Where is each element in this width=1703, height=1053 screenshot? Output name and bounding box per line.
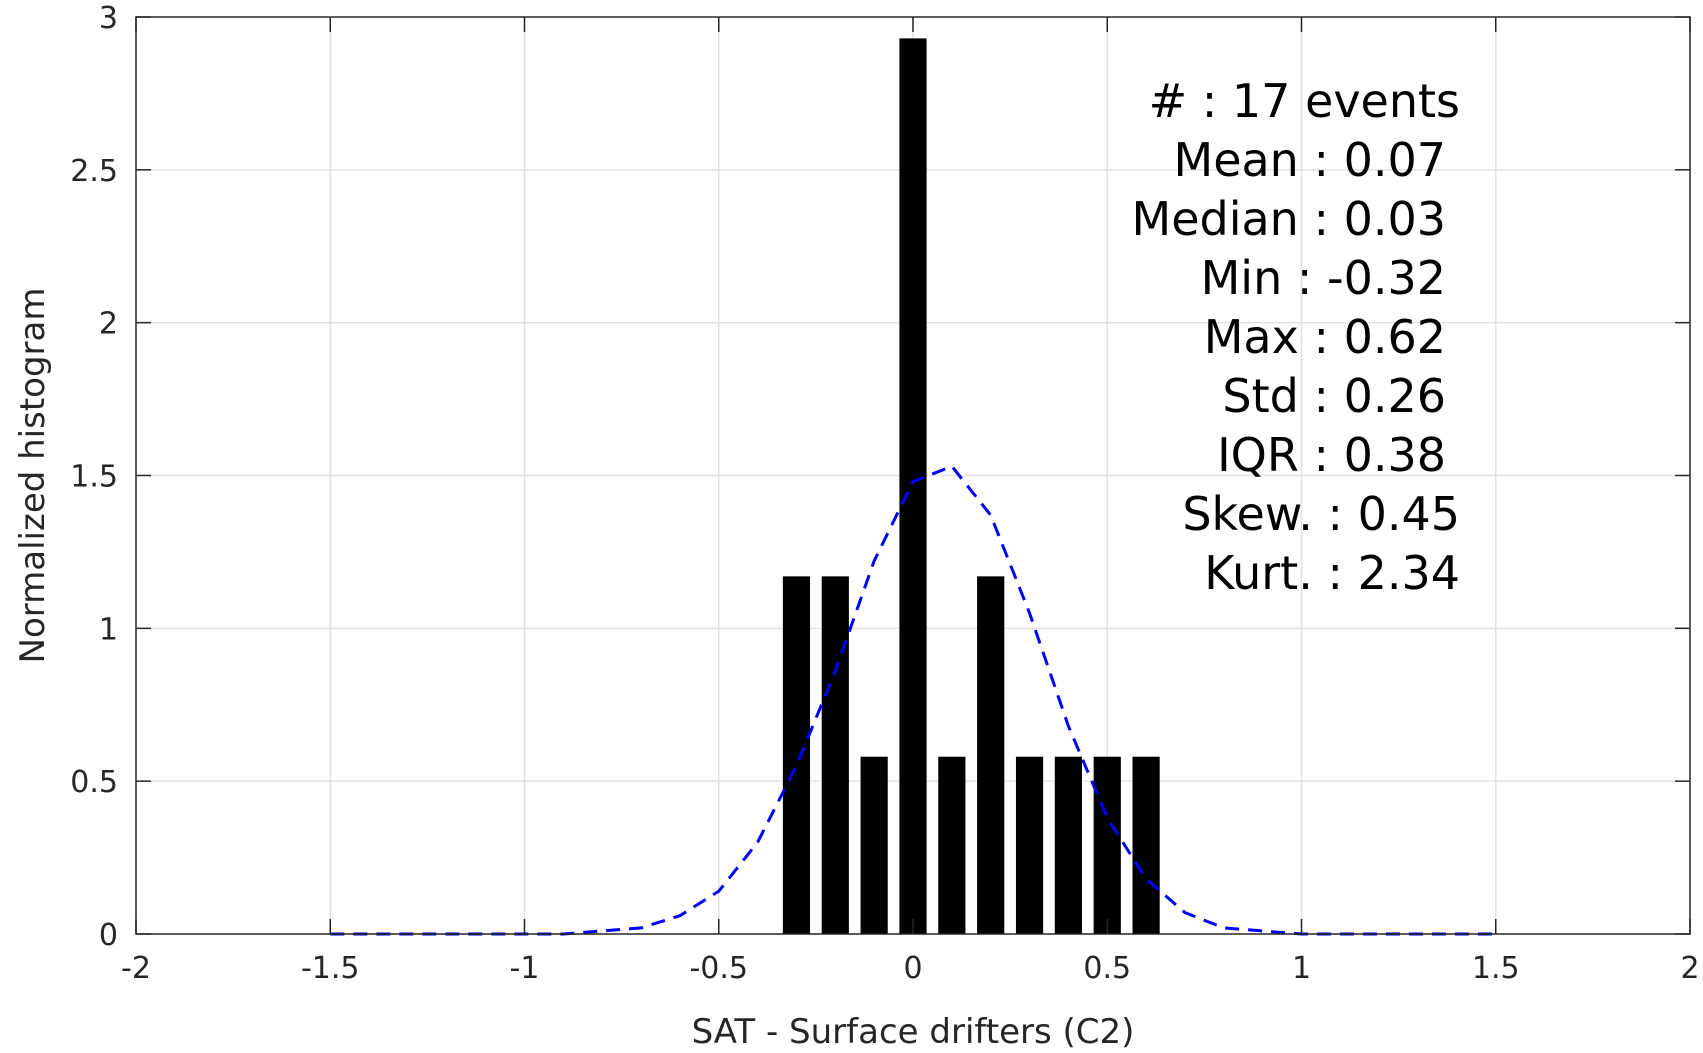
histogram-bar bbox=[938, 756, 966, 934]
histogram-bar bbox=[860, 756, 888, 934]
axis-ticks bbox=[135, 16, 1691, 935]
x-tick-label: -0.5 bbox=[689, 951, 748, 986]
histogram-bar bbox=[1093, 756, 1121, 934]
stat-line: IQR : 0.38 bbox=[1217, 428, 1446, 482]
x-axis-label: SAT - Surface drifters (C2) bbox=[692, 1012, 1135, 1052]
x-tick-labels: -2 -1.5 -1 -0.5 0 0.5 1 1.5 2 bbox=[121, 951, 1700, 986]
histogram-bar bbox=[977, 576, 1005, 934]
x-tick-label: 1.5 bbox=[1472, 951, 1520, 986]
x-tick-label: -1.5 bbox=[301, 951, 360, 986]
y-tick-label: 2.5 bbox=[70, 154, 118, 189]
x-tick-label: 2 bbox=[1680, 951, 1699, 986]
x-tick-label: 0.5 bbox=[1083, 951, 1131, 986]
histogram-bar bbox=[821, 576, 849, 934]
histogram-bar bbox=[1132, 756, 1160, 934]
y-axis-label: Normalized histogram bbox=[13, 288, 53, 664]
stat-line: Max : 0.62 bbox=[1204, 310, 1446, 364]
y-tick-label: 3 bbox=[99, 1, 118, 36]
y-tick-label: 1 bbox=[99, 612, 118, 647]
y-tick-label: 0 bbox=[99, 918, 118, 953]
stat-line: Std : 0.26 bbox=[1222, 369, 1446, 423]
histogram-bar bbox=[1054, 756, 1082, 934]
stat-line: Kurt. : 2.34 bbox=[1204, 546, 1460, 600]
stat-line: Mean : 0.07 bbox=[1174, 133, 1447, 187]
y-tick-label: 0.5 bbox=[70, 765, 118, 800]
x-tick-label: 1 bbox=[1292, 951, 1311, 986]
y-tick-labels: 0 0.5 1 1.5 2 2.5 3 bbox=[70, 1, 118, 953]
x-tick-label: 0 bbox=[903, 951, 922, 986]
histogram-bar bbox=[899, 38, 927, 934]
stat-line: Min : -0.32 bbox=[1201, 251, 1446, 305]
stat-line: Skew. : 0.45 bbox=[1182, 487, 1460, 541]
x-tick-label: -2 bbox=[121, 951, 151, 986]
y-tick-label: 1.5 bbox=[70, 460, 118, 495]
y-tick-label: 2 bbox=[99, 307, 118, 342]
histogram-bar bbox=[782, 576, 811, 934]
histogram-bars bbox=[782, 38, 1160, 934]
stat-line: # : 17 events bbox=[1149, 74, 1460, 128]
histogram-bar bbox=[1015, 756, 1044, 934]
x-tick-label: -1 bbox=[510, 951, 540, 986]
stat-line: Median : 0.03 bbox=[1132, 192, 1446, 246]
